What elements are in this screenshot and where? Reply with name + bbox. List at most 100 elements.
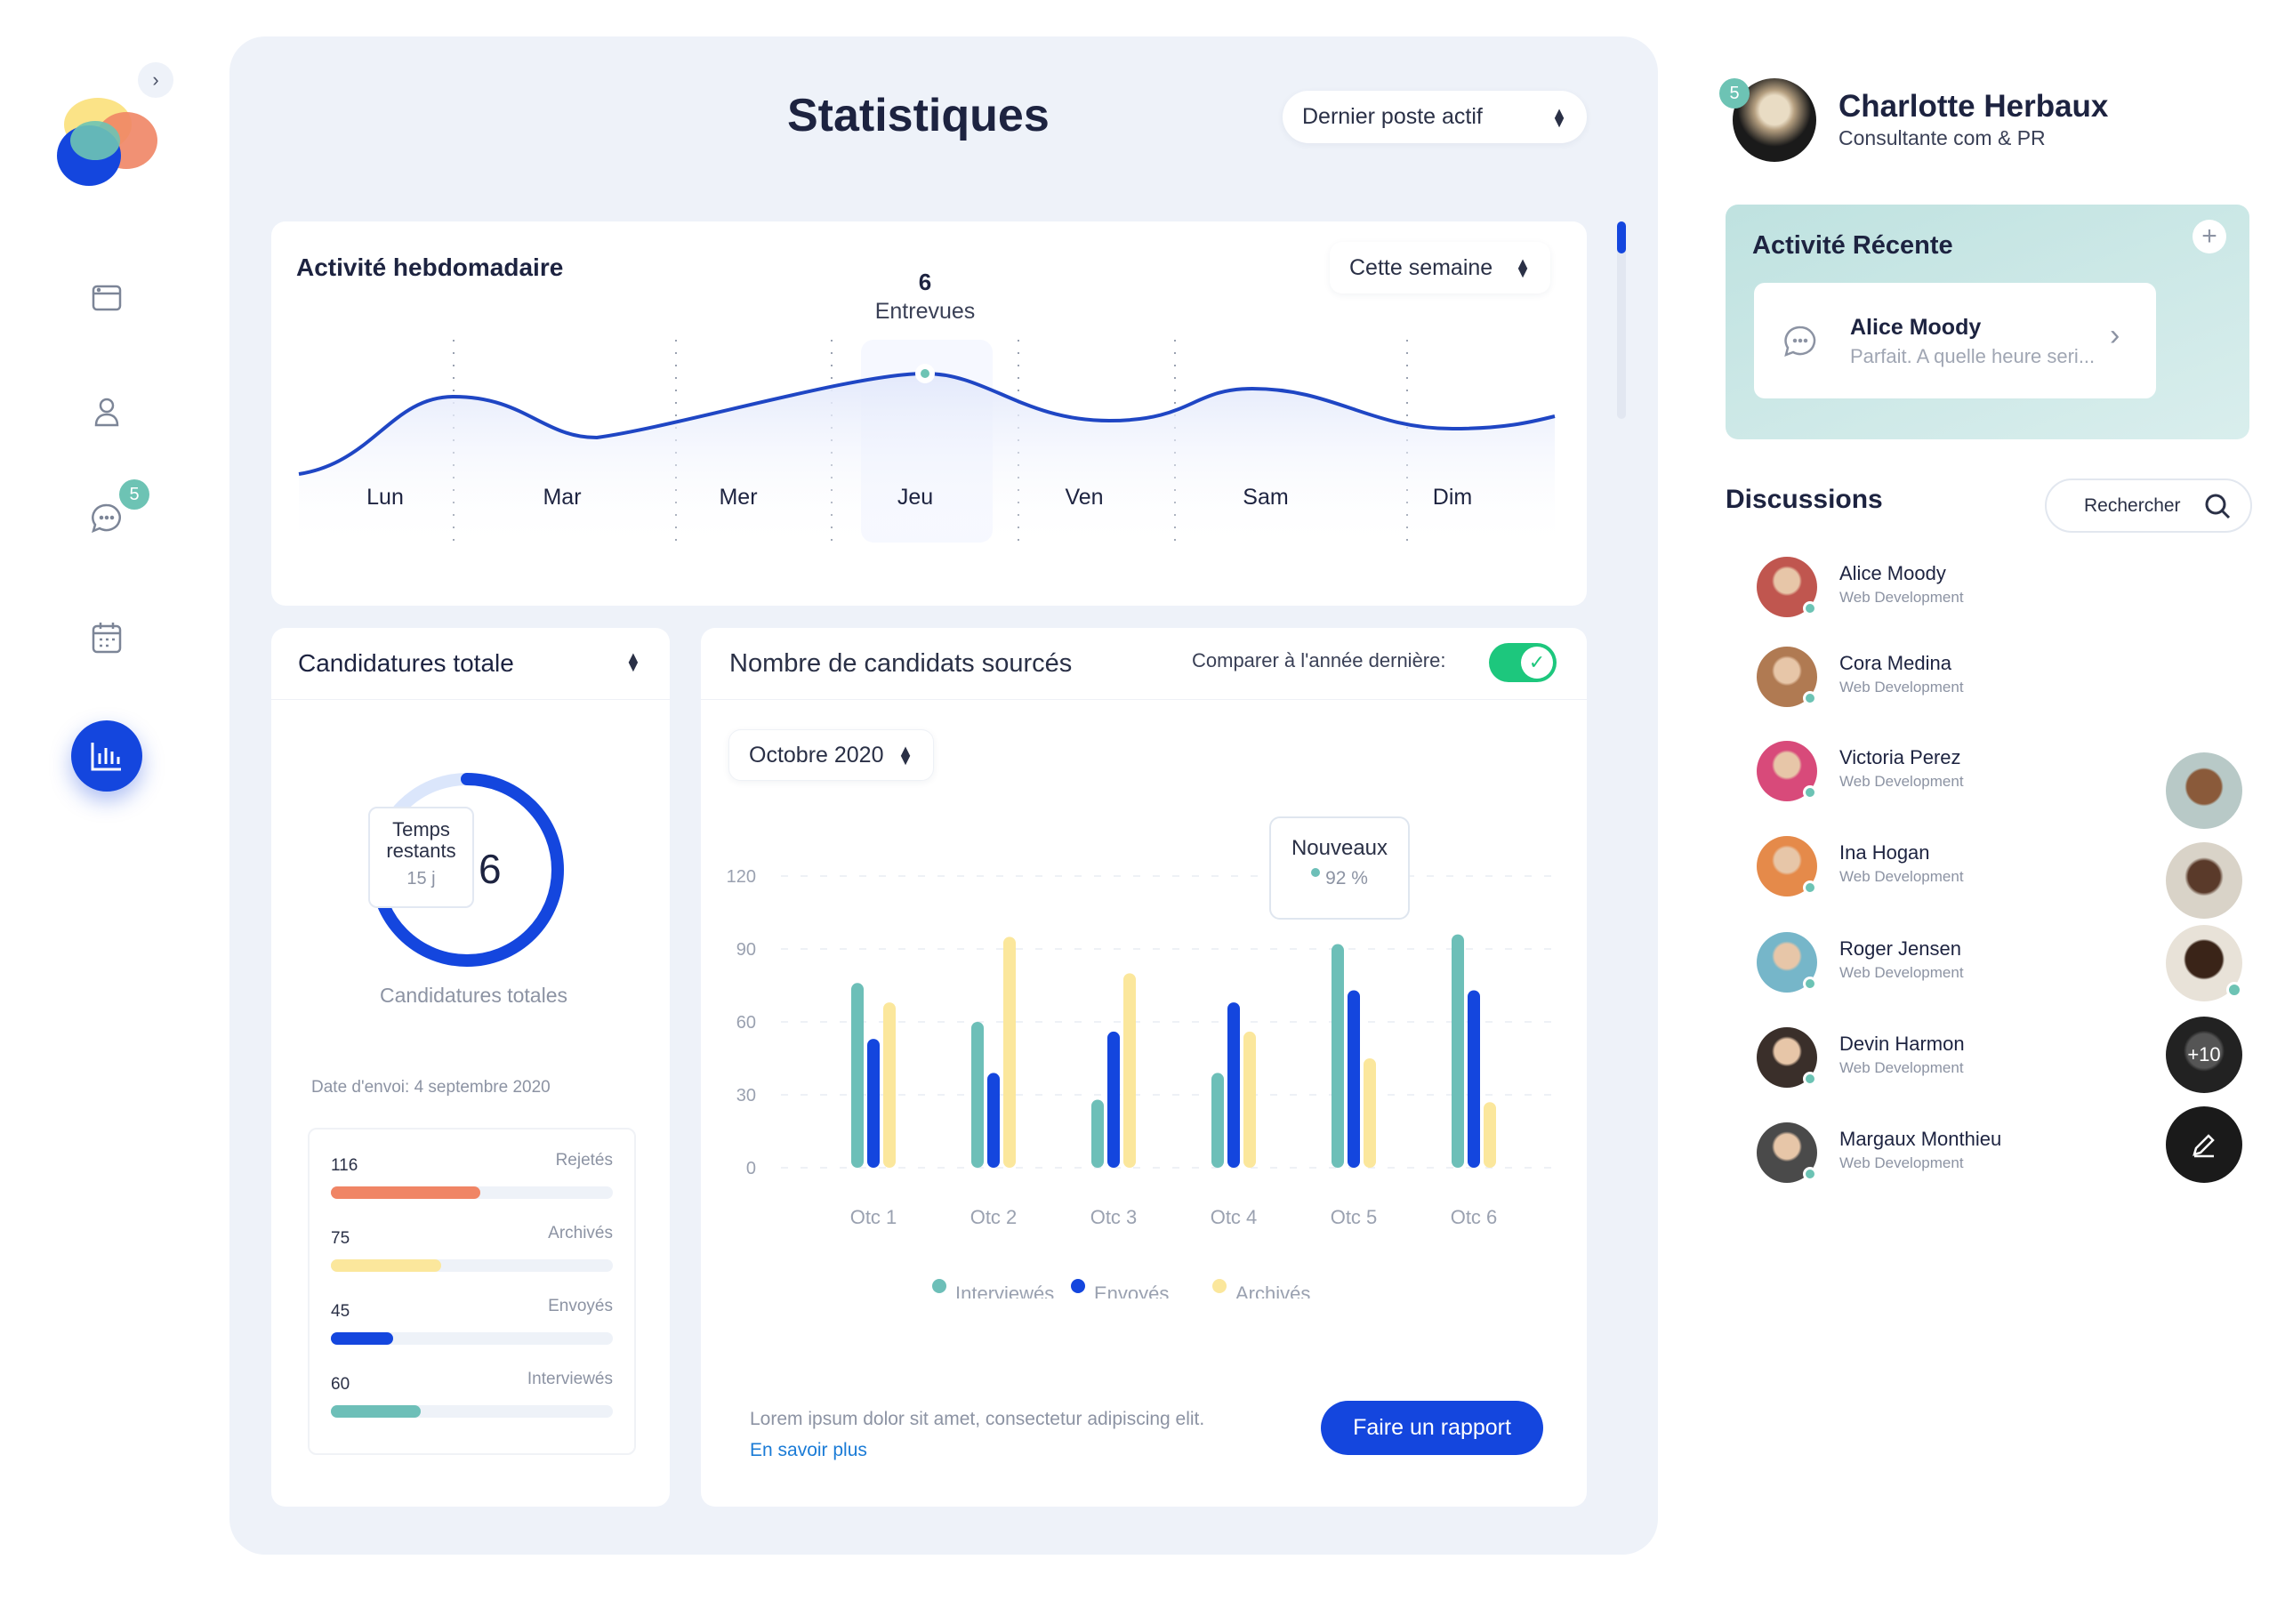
bar-archivés[interactable]	[1123, 973, 1136, 1168]
profile-role: Consultante com & PR	[1838, 126, 2046, 149]
sidebar-item-profile[interactable]	[85, 390, 128, 433]
status-count: 75	[331, 1229, 350, 1248]
status-label: Interviewés	[527, 1370, 613, 1388]
bar-envoyés[interactable]	[1348, 990, 1360, 1168]
discussion-item[interactable]: Roger Jensen Web Development	[1757, 927, 2219, 998]
sidebar-item-calendar[interactable]	[85, 616, 128, 659]
bar-interviewés[interactable]	[1452, 934, 1464, 1168]
online-status-dot	[1803, 1167, 1817, 1181]
week-select[interactable]: Cette semaine ▲ ▼	[1330, 242, 1550, 293]
bar-tooltip-value: 92 %	[1325, 868, 1368, 888]
page-title: Statistiques	[787, 90, 1050, 141]
online-avatar[interactable]	[2166, 752, 2242, 829]
user-icon	[94, 398, 119, 427]
recent-activity-title: Activité Récente	[1752, 231, 1953, 260]
day-label[interactable]: Mer	[719, 485, 758, 510]
app-logo	[55, 89, 162, 191]
day-label[interactable]: Ven	[1065, 485, 1104, 510]
bar-envoyés[interactable]	[867, 1039, 880, 1168]
compare-toggle[interactable]: ✓	[1489, 643, 1557, 682]
more-count: +10	[2187, 1043, 2221, 1065]
discussion-item[interactable]: Margaux Monthieu Web Development	[1757, 1117, 2219, 1188]
bar-interviewés[interactable]	[1211, 1073, 1224, 1168]
discussion-name: Cora Medina	[1839, 652, 1951, 674]
day-label[interactable]: Sam	[1243, 485, 1289, 510]
tooltip-value: 15 j	[406, 869, 436, 888]
bar-archivés[interactable]	[1243, 1031, 1256, 1168]
online-status-dot	[1803, 880, 1817, 895]
applications-sort-icon[interactable]: ▲ ▼	[625, 648, 641, 675]
collapse-sidebar-button[interactable]: ›	[138, 62, 173, 98]
sidebar-item-dashboard[interactable]	[85, 277, 128, 319]
job-select-value: Dernier poste actif	[1302, 104, 1483, 129]
online-status-dot	[1803, 785, 1817, 800]
day-label[interactable]: Mar	[543, 485, 582, 510]
discussion-item[interactable]: Alice Moody Web Development	[1757, 551, 2219, 623]
discussion-role: Web Development	[1839, 589, 1964, 606]
bar-envoyés[interactable]	[987, 1073, 1000, 1168]
discussion-item[interactable]: Ina Hogan Web Development	[1757, 831, 2219, 902]
bar-interviewés[interactable]	[1332, 944, 1344, 1168]
more-avatars[interactable]: +10	[2166, 1017, 2242, 1093]
compose-button[interactable]	[2166, 1106, 2242, 1183]
online-avatar[interactable]	[2166, 842, 2242, 919]
day-label[interactable]: Jeu	[897, 485, 934, 510]
profile-badge: 5	[1719, 78, 1750, 109]
day-label[interactable]: Dim	[1432, 485, 1473, 510]
sourced-bar-chart: 0 30 60 90 120 Otc 1 Otc 2 Otc 3 Otc 4 Otc 5 Otc 6…	[727, 867, 1555, 1298]
job-select[interactable]: Dernier poste actif ▲ ▼	[1283, 91, 1587, 143]
divider	[271, 699, 670, 700]
plus-icon: +	[2201, 221, 2217, 251]
bar-archivés[interactable]	[883, 1002, 896, 1168]
bar-tooltip: Nouveaux 92 %	[1269, 816, 1410, 920]
discussions-search[interactable]: Rechercher	[2045, 478, 2252, 533]
y-tick-label: 60	[736, 1013, 756, 1033]
updown-icon: ▲ ▼	[1515, 254, 1531, 281]
online-avatar[interactable]	[2166, 925, 2242, 1001]
bar-interviewés[interactable]	[971, 1022, 984, 1168]
recent-activity-item[interactable]: Alice Moody Parfait. A quelle heure seri…	[1754, 283, 2156, 398]
status-progress-bar	[331, 1259, 613, 1272]
bar-interviewés[interactable]	[851, 983, 864, 1168]
y-tick-label: 30	[736, 1086, 756, 1105]
bar-interviewés[interactable]	[1091, 1099, 1104, 1168]
report-button[interactable]: Faire un rapport	[1321, 1401, 1543, 1455]
bar-envoyés[interactable]	[1227, 1002, 1240, 1168]
activity-line	[298, 371, 1556, 476]
series-dot-icon	[1311, 868, 1321, 877]
online-status-dot	[1803, 691, 1817, 705]
legend-label[interactable]: Interviewés	[955, 1282, 1054, 1298]
applications-title: Candidatures totale	[298, 649, 514, 677]
discussion-name: Alice Moody	[1839, 562, 1946, 584]
discussion-item[interactable]: Victoria Perez Web Development	[1757, 736, 2219, 807]
bar-archivés[interactable]	[1364, 1058, 1376, 1168]
discussion-role: Web Development	[1839, 679, 1964, 695]
month-select[interactable]: Octobre 2020 ▲ ▼	[728, 729, 934, 781]
sidebar-item-statistics[interactable]	[71, 720, 142, 792]
bar-envoyés[interactable]	[1468, 990, 1480, 1168]
highlight-value: 6	[918, 269, 932, 295]
status-progress-fill	[331, 1259, 441, 1272]
status-progress-fill	[331, 1332, 393, 1345]
discussion-item[interactable]: Cora Medina Web Development	[1757, 641, 2219, 712]
discussion-item[interactable]: Devin Harmon Web Development	[1757, 1022, 2219, 1093]
discussion-role: Web Development	[1839, 868, 1964, 885]
chevron-right-icon: ›	[2110, 318, 2120, 352]
highlight-label: Entrevues	[874, 299, 976, 324]
x-tick-label: Otc 5	[1331, 1206, 1378, 1228]
bar-archivés[interactable]	[1003, 937, 1016, 1168]
recent-item-name: Alice Moody	[1850, 315, 1982, 340]
scrollbar-thumb[interactable]	[1617, 221, 1626, 253]
bar-envoyés[interactable]	[1107, 1031, 1120, 1168]
bar-archivés[interactable]	[1484, 1102, 1496, 1168]
day-label[interactable]: Lun	[366, 485, 404, 510]
status-label: Envoyés	[548, 1297, 613, 1315]
sidebar-item-messages[interactable]: 5	[85, 479, 149, 540]
legend-label[interactable]: Envoyés	[1094, 1282, 1169, 1298]
add-activity-button[interactable]: +	[2193, 220, 2226, 253]
chat-icon	[1784, 326, 1816, 358]
y-tick-label: 90	[736, 940, 756, 960]
legend-label[interactable]: Archivés	[1235, 1282, 1310, 1298]
scrollbar[interactable]	[1617, 221, 1626, 419]
learn-more-link[interactable]: En savoir plus	[750, 1440, 867, 1460]
